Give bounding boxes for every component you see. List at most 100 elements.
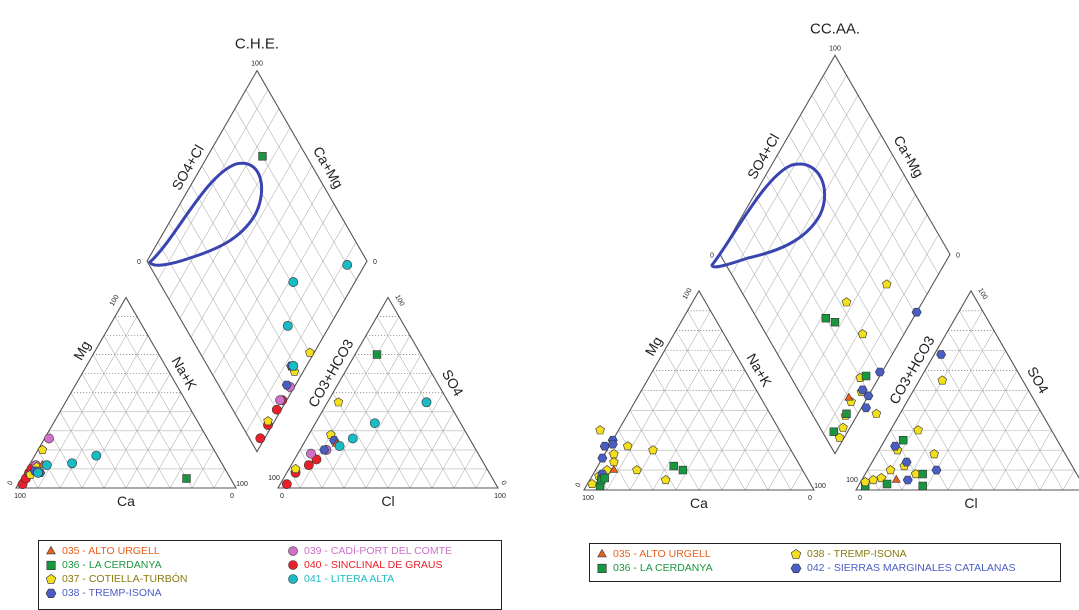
grid-line [125, 392, 182, 489]
axis-label-camg: Ca+Mg [310, 144, 347, 191]
cation-point-036 [669, 461, 678, 471]
cation-point-041 [67, 458, 77, 469]
grid-line [343, 354, 422, 489]
cation-point-035 [609, 464, 619, 473]
anion-point-038 [937, 375, 947, 385]
grid-line [970, 390, 1029, 491]
cation-point-041 [41, 460, 52, 471]
diamond-point-040 [271, 404, 282, 415]
tick-label: 100 [268, 475, 280, 482]
legend-item-036: 036 - LA CERDANYA [45, 559, 162, 571]
grid-line [790, 469, 803, 491]
legend-item-035: 035 - ALTO URGELL [596, 548, 711, 560]
diamond-grid [719, 54, 951, 455]
grid-line [212, 146, 324, 338]
legend-0: 035 - ALTO URGELL 036 - LA CERDANYA 037 - … [38, 540, 502, 610]
cation-point-038 [660, 475, 671, 485]
diamond-point-037 [305, 347, 315, 357]
cation-point-036 [600, 473, 609, 483]
grid-line [168, 108, 280, 300]
legend-label: 037 - COTIELLA-TURBÓN [62, 573, 188, 585]
triangle-outline [583, 289, 815, 491]
hexagon-marker-icon [45, 588, 57, 598]
circle-marker-icon [288, 546, 298, 556]
legend-item-039: 039 - CADÍ-PORT DEL COMTE [287, 545, 452, 557]
grid-line [201, 165, 313, 357]
anion-point-038 [319, 445, 330, 455]
anion-point-038 [860, 477, 870, 487]
diamond-point-042 [861, 403, 871, 413]
axis-label-nak: Na+K [744, 351, 776, 390]
tick-label: 0 [137, 259, 141, 266]
grid-line [698, 390, 757, 491]
grid-line [475, 468, 488, 489]
chart-title: C.H.E. [235, 36, 279, 53]
cation-point-038 [622, 441, 633, 451]
hexagon-marker-icon [790, 563, 802, 573]
triangle-outline [15, 296, 237, 489]
axis-label-ca: Ca [117, 493, 135, 509]
axis-label-co3hco3: CO3+HCO3 [305, 336, 357, 410]
grid-line [223, 127, 335, 319]
circle-marker-icon [288, 574, 298, 584]
anion-point-037 [333, 397, 344, 407]
legend-label: 042 - SIERRAS MARGINALES CATALANAS [807, 562, 1016, 574]
anion-point-036 [372, 350, 382, 359]
grid-line [48, 430, 83, 489]
grid-line [744, 430, 780, 491]
highlight-ellipse [148, 161, 264, 267]
tick-label: 0 [499, 480, 507, 487]
triangle-marker-icon [46, 545, 56, 555]
anion-point-041 [421, 397, 432, 408]
triangle-marker-icon [597, 548, 607, 558]
tick-label: 0 [710, 252, 714, 259]
legend-label: 038 - TREMP-ISONA [807, 548, 907, 560]
anion-point-035 [891, 474, 901, 483]
anion-point-039 [306, 448, 316, 459]
grid-line [114, 316, 215, 489]
grid-line [179, 127, 291, 319]
anion-point-038 [929, 449, 939, 459]
legend-label: 039 - CADÍ-PORT DEL COMTE [304, 545, 453, 557]
diamond-point-036 [821, 313, 831, 323]
triangle-outline [855, 289, 1079, 491]
axis-label-camg: Ca+Mg [891, 133, 928, 180]
grid-line [687, 310, 792, 491]
tick-label: 100 [829, 45, 841, 52]
cation-point-041 [33, 467, 43, 478]
cation-point-042 [607, 439, 618, 449]
tick-label: 100 [14, 493, 26, 500]
grid-line [1062, 469, 1075, 491]
tick-label: 100 [236, 481, 248, 488]
grid-line [92, 354, 171, 489]
cation-point-036 [182, 474, 191, 483]
grid-line [70, 392, 127, 489]
axis-label-cl: Cl [381, 493, 394, 509]
anion-point-036 [898, 435, 908, 445]
anion-point-037 [290, 463, 301, 474]
cation-point-039 [44, 433, 54, 444]
chart-title: CC.AA. [810, 20, 860, 37]
diamond-point-042 [874, 367, 885, 377]
grid-line [641, 390, 700, 491]
diamond-point-039 [275, 395, 285, 406]
square-marker-icon [46, 560, 56, 570]
diamond-point-035 [844, 392, 854, 401]
grid-line [878, 310, 983, 491]
axis-label-so4: SO4 [439, 367, 467, 399]
tick-label: 0 [808, 495, 812, 502]
anion-point-040 [303, 460, 314, 471]
legend-label: 035 - ALTO URGELL [62, 545, 160, 557]
axis-label-ca: Ca [690, 495, 708, 511]
tick-label: 0 [956, 252, 960, 259]
diamond-point-041 [288, 277, 299, 287]
diamond-point-040 [255, 433, 266, 444]
anion-point-036 [918, 469, 927, 479]
anion-point-041 [369, 418, 380, 429]
grid-line [431, 430, 466, 489]
diamond-point-038 [841, 297, 852, 307]
legend-item-041: 041 - LITERA ALTA [287, 573, 394, 585]
tick-label: 0 [575, 482, 583, 489]
anion-point-038 [885, 465, 896, 475]
